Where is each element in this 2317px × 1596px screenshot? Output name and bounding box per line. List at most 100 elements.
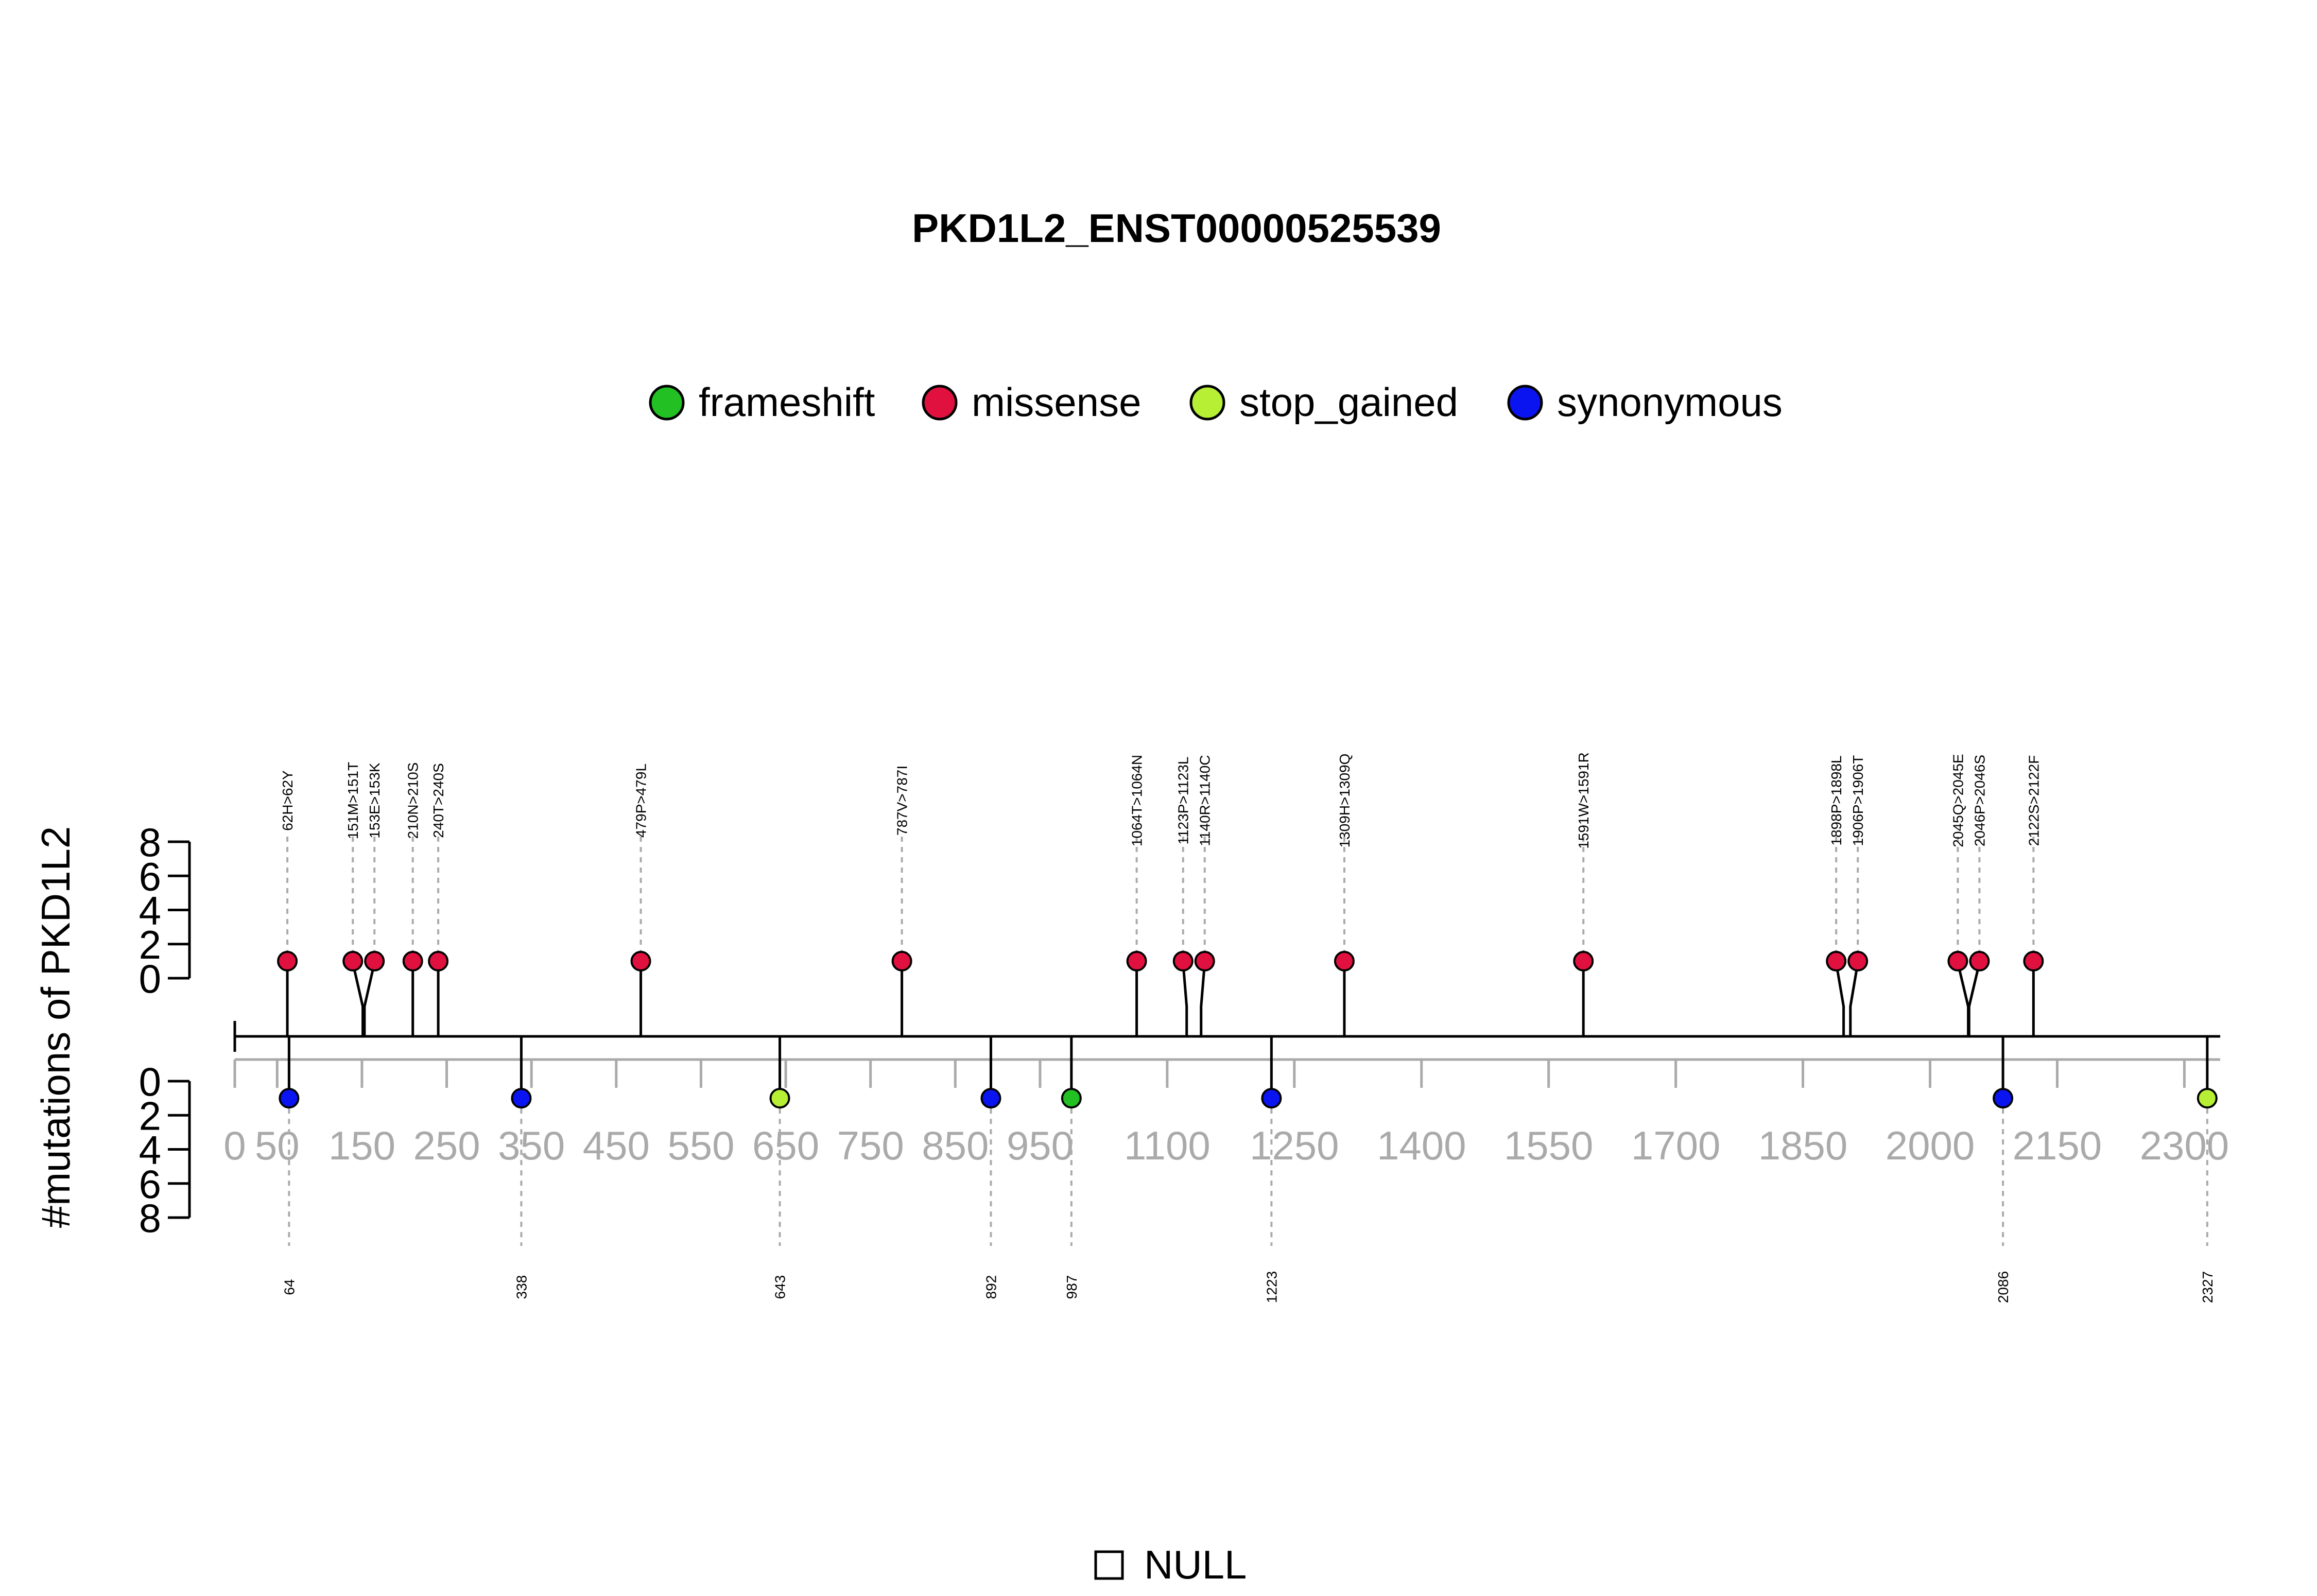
legend-item-frameshift: frameshift — [649, 379, 875, 425]
mutation-label: 2327 — [2200, 1271, 2216, 1303]
mutation-label: 210N>210S — [405, 762, 421, 839]
legend-marker-stop_gained — [1189, 385, 1225, 421]
x-axis: 0 50 150 250 350 450 550 650 750 850 950 1100 1250 14… — [223, 1021, 2229, 1168]
lollipop-head — [428, 950, 449, 972]
lollipop-head — [511, 1088, 532, 1109]
lollipop-head — [1993, 1088, 2014, 1109]
mutation-label: 151M>151T — [345, 762, 361, 839]
legend-label-missense: missense — [972, 379, 1141, 425]
mutation-label: 479P>479L — [633, 764, 649, 838]
upper-mutations: 62H>62Y 151M>151T 153E>153K 210N>210S 240T>2… — [277, 752, 2044, 1036]
mutation-2046P>2046S: 2046P>2046S — [1967, 755, 1990, 1036]
lower-y-tick-label-6: 6 — [139, 1161, 161, 1207]
x-tick-label-1100: 1100 — [1124, 1123, 1211, 1168]
lollipop-head — [1826, 950, 1847, 972]
lollipop-head — [1573, 950, 1594, 972]
x-tick-label-950: 950 — [1007, 1123, 1074, 1168]
mutation-1123P>1123L: 1123P>1123L — [1172, 756, 1194, 1036]
lollipop-stem — [1200, 961, 1206, 1036]
y-axis-label: #mutations of PKD1L2 — [33, 826, 78, 1228]
x-tick-label-150: 150 — [328, 1123, 395, 1168]
mutation-label: 338 — [513, 1275, 529, 1299]
lollipop-head — [630, 950, 651, 972]
lollipop-head — [1172, 950, 1194, 972]
mutation-787V>787I: 787V>787I — [891, 766, 912, 1036]
lollipop-head — [2023, 950, 2044, 972]
lollipop-head — [2197, 1088, 2218, 1109]
mutation-label: 787V>787I — [894, 766, 910, 836]
lollipop-head — [364, 950, 385, 972]
lollipop-stem — [1849, 961, 1859, 1036]
x-tick-label-0: 0 — [223, 1123, 246, 1168]
x-tick-label-650: 650 — [752, 1123, 819, 1168]
mutation-210N>210S: 210N>210S — [402, 762, 423, 1036]
lollipop-stem — [1967, 961, 1981, 1036]
mutation-label: 987 — [1064, 1275, 1080, 1299]
lollipop-head — [277, 950, 298, 972]
mutation-64: 64 — [279, 1036, 300, 1295]
lower-y-tick-label-2: 2 — [139, 1093, 161, 1138]
mutation-2327: 2327 — [2197, 1036, 2218, 1303]
x-tick-label-450: 450 — [583, 1123, 650, 1168]
mutation-987: 987 — [1061, 1036, 1082, 1299]
upper-y-tick-label-4: 4 — [139, 888, 161, 933]
x-tick-label-350: 350 — [498, 1123, 565, 1168]
upper-y-tick-label-0: 0 — [139, 956, 161, 1001]
x-tick-label-2150: 2150 — [2013, 1123, 2102, 1168]
lower-y-tick-label-4: 4 — [139, 1127, 161, 1173]
null-legend-box — [1094, 1550, 1124, 1580]
mutation-1140R>1140C: 1140R>1140C — [1194, 755, 1215, 1036]
mutation-479P>479L: 479P>479L — [630, 764, 651, 1036]
mutation-643: 643 — [769, 1036, 790, 1299]
lower-mutations: 64 338 643 892 987 1223 2086 2327 — [279, 1036, 2218, 1303]
mutation-label: 2045Q>2045E — [1950, 754, 1966, 847]
x-tick-label-1850: 1850 — [1758, 1123, 1848, 1168]
mutation-1309H>1309Q: 1309H>1309Q — [1334, 754, 1355, 1036]
x-tick-label-750: 750 — [837, 1123, 904, 1168]
legend-item-synonymous: synonymous — [1507, 379, 1783, 425]
mutation-1906P>1906T: 1906P>1906T — [1847, 755, 1869, 1036]
mutation-151M>151T: 151M>151T — [342, 762, 365, 1036]
mutation-label: 62H>62Y — [280, 770, 296, 831]
mutation-label: 1309H>1309Q — [1337, 754, 1353, 848]
mutation-label: 2122S>2122F — [2026, 755, 2042, 846]
x-tick-label-1550: 1550 — [1504, 1123, 1594, 1168]
mutation-240T>240S: 240T>240S — [428, 763, 449, 1036]
mutation-2122S>2122F: 2122S>2122F — [2023, 755, 2044, 1036]
legend-marker-frameshift — [649, 385, 685, 421]
legend-marker-synonymous — [1507, 385, 1543, 421]
mutation-2086: 2086 — [1993, 1036, 2014, 1303]
lollipop-head — [1194, 950, 1215, 972]
legend-item-missense: missense — [922, 379, 1141, 425]
lollipop-head — [891, 950, 912, 972]
lower-y-tick-label-0: 0 — [139, 1059, 161, 1104]
lollipop-head — [402, 950, 423, 972]
lower-y-tick-label-8: 8 — [139, 1195, 161, 1241]
mutation-label: 1123P>1123L — [1175, 756, 1191, 844]
x-tick-label-550: 550 — [667, 1123, 734, 1168]
x-tick-label-250: 250 — [413, 1123, 480, 1168]
lollipop-head — [1969, 950, 1990, 972]
lollipop-head — [1126, 950, 1147, 972]
legend: frameshift missense stop_gained synonymous — [649, 379, 1783, 425]
mutation-label: 64 — [281, 1279, 297, 1295]
lollipop-head — [1847, 950, 1869, 972]
mutation-153E>153K: 153E>153K — [363, 762, 385, 1036]
lollipop-head — [342, 950, 364, 972]
lollipop-head — [769, 1088, 790, 1109]
upper-y-tick-label-8: 8 — [139, 820, 161, 865]
upper-y-tick-label-6: 6 — [139, 854, 161, 899]
lollipop-head — [1261, 1088, 1282, 1109]
legend-label-synonymous: synonymous — [1557, 379, 1783, 425]
lollipop-stem — [1835, 961, 1845, 1036]
lollipop-head — [1947, 950, 1968, 972]
lollipop-stem — [363, 961, 376, 1036]
upper-y-tick-label-2: 2 — [139, 922, 161, 967]
mutation-892: 892 — [980, 1036, 1001, 1299]
x-tick-label-2300: 2300 — [2140, 1123, 2229, 1168]
mutation-2045Q>2045E: 2045Q>2045E — [1947, 754, 1970, 1036]
legend-label-frameshift: frameshift — [699, 379, 875, 425]
